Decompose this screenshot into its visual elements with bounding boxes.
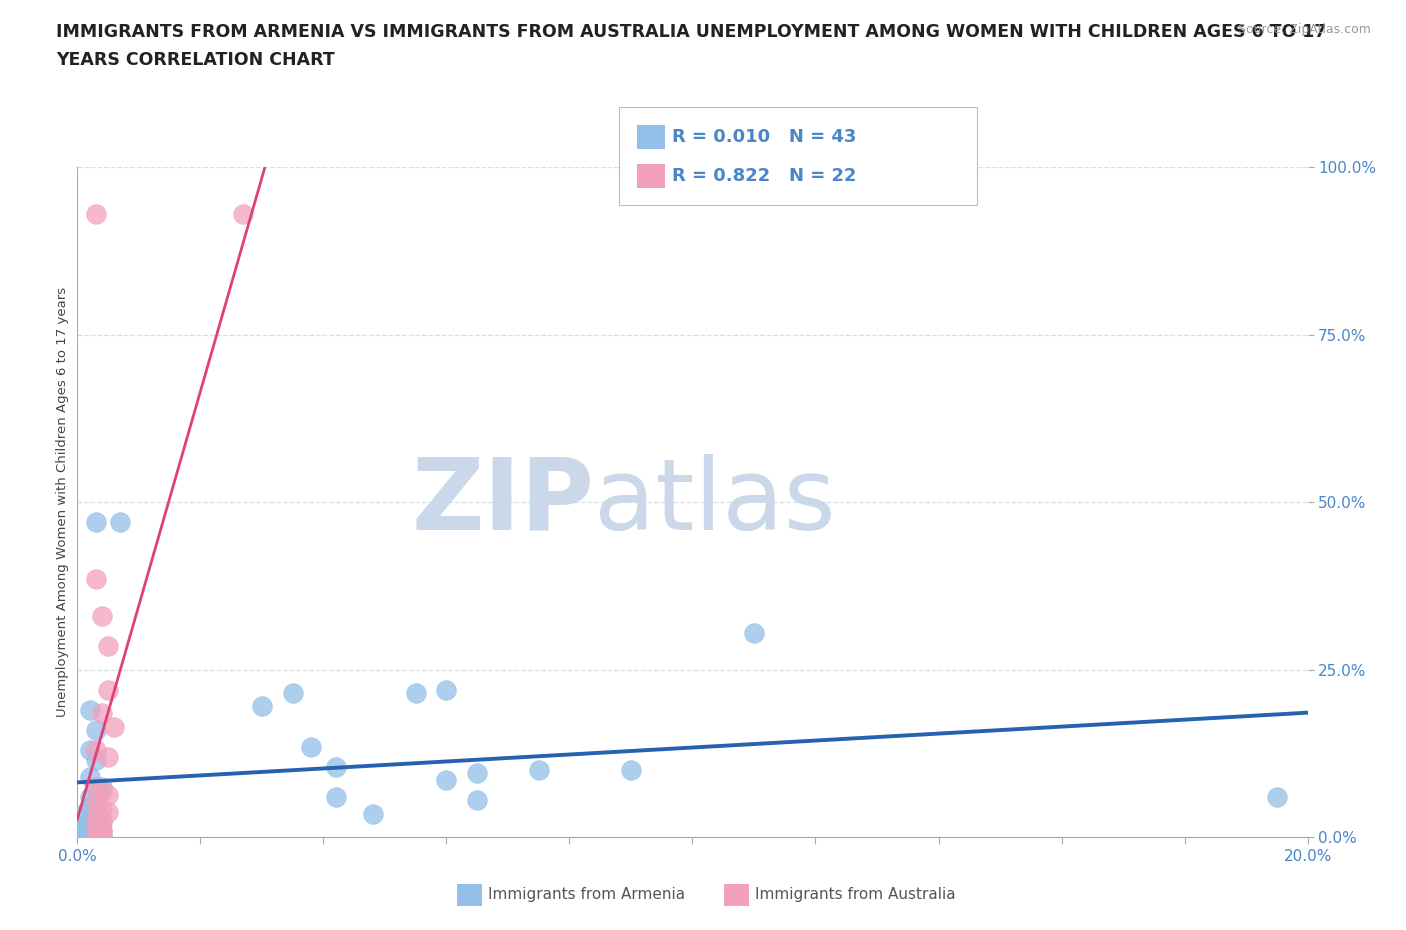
Text: YEARS CORRELATION CHART: YEARS CORRELATION CHART <box>56 51 335 69</box>
Point <box>84 811 107 826</box>
Point <box>79 821 101 836</box>
Point <box>84 742 107 757</box>
Text: R = 0.822   N = 22: R = 0.822 N = 22 <box>672 166 856 185</box>
Point <box>84 779 107 794</box>
Point <box>325 790 347 804</box>
Point <box>325 759 347 774</box>
Point <box>97 804 120 819</box>
Point <box>84 796 107 811</box>
Point <box>90 824 114 839</box>
Point <box>84 827 107 842</box>
Point <box>84 819 107 834</box>
Point <box>79 830 101 844</box>
Point <box>620 763 643 777</box>
Point <box>103 719 125 734</box>
Point <box>90 823 114 838</box>
Point <box>84 809 107 824</box>
Point <box>72 817 94 832</box>
Point <box>72 806 94 821</box>
Point <box>72 823 94 838</box>
Point <box>90 802 114 817</box>
Point <box>84 826 107 841</box>
Point <box>84 515 107 530</box>
Text: IMMIGRANTS FROM ARMENIA VS IMMIGRANTS FROM AUSTRALIA UNEMPLOYMENT AMONG WOMEN WI: IMMIGRANTS FROM ARMENIA VS IMMIGRANTS FR… <box>56 23 1327 41</box>
Point <box>90 815 114 830</box>
Point <box>84 752 107 767</box>
Point <box>79 800 101 815</box>
Point <box>84 723 107 737</box>
Point <box>84 829 107 844</box>
Point <box>84 792 107 807</box>
Point <box>1265 790 1288 804</box>
Point <box>79 769 101 784</box>
Text: Immigrants from Armenia: Immigrants from Armenia <box>488 887 685 902</box>
Point <box>281 685 304 700</box>
Point <box>250 699 273 714</box>
Point <box>84 803 107 817</box>
Point <box>79 828 101 843</box>
Point <box>90 829 114 844</box>
Point <box>72 829 94 844</box>
Point <box>84 206 107 221</box>
Point <box>436 683 458 698</box>
Point <box>79 702 101 717</box>
Point <box>299 739 322 754</box>
Text: Immigrants from Australia: Immigrants from Australia <box>755 887 956 902</box>
Point <box>405 685 427 700</box>
Point <box>90 784 114 799</box>
Point <box>465 766 488 781</box>
Point <box>84 819 107 834</box>
Y-axis label: Unemployment Among Women with Children Ages 6 to 17 years: Unemployment Among Women with Children A… <box>56 287 69 717</box>
Point <box>90 830 114 844</box>
Point <box>79 790 101 804</box>
Point <box>232 206 254 221</box>
Point <box>465 792 488 807</box>
Point <box>436 773 458 788</box>
Point <box>742 625 765 640</box>
Point <box>79 742 101 757</box>
Point <box>97 639 120 654</box>
Point <box>97 750 120 764</box>
Text: atlas: atlas <box>595 454 835 551</box>
Point <box>90 608 114 623</box>
Point <box>79 813 101 828</box>
Point <box>90 706 114 721</box>
Point <box>97 683 120 698</box>
Text: ZIP: ZIP <box>411 454 595 551</box>
Point <box>361 806 384 821</box>
Point <box>527 763 550 777</box>
Text: R = 0.010   N = 43: R = 0.010 N = 43 <box>672 127 856 146</box>
Point <box>90 815 114 830</box>
Text: Source: ZipAtlas.com: Source: ZipAtlas.com <box>1237 23 1371 36</box>
Point <box>90 779 114 794</box>
Point <box>110 515 132 530</box>
Point <box>72 827 94 842</box>
Point <box>84 572 107 587</box>
Point <box>97 788 120 803</box>
